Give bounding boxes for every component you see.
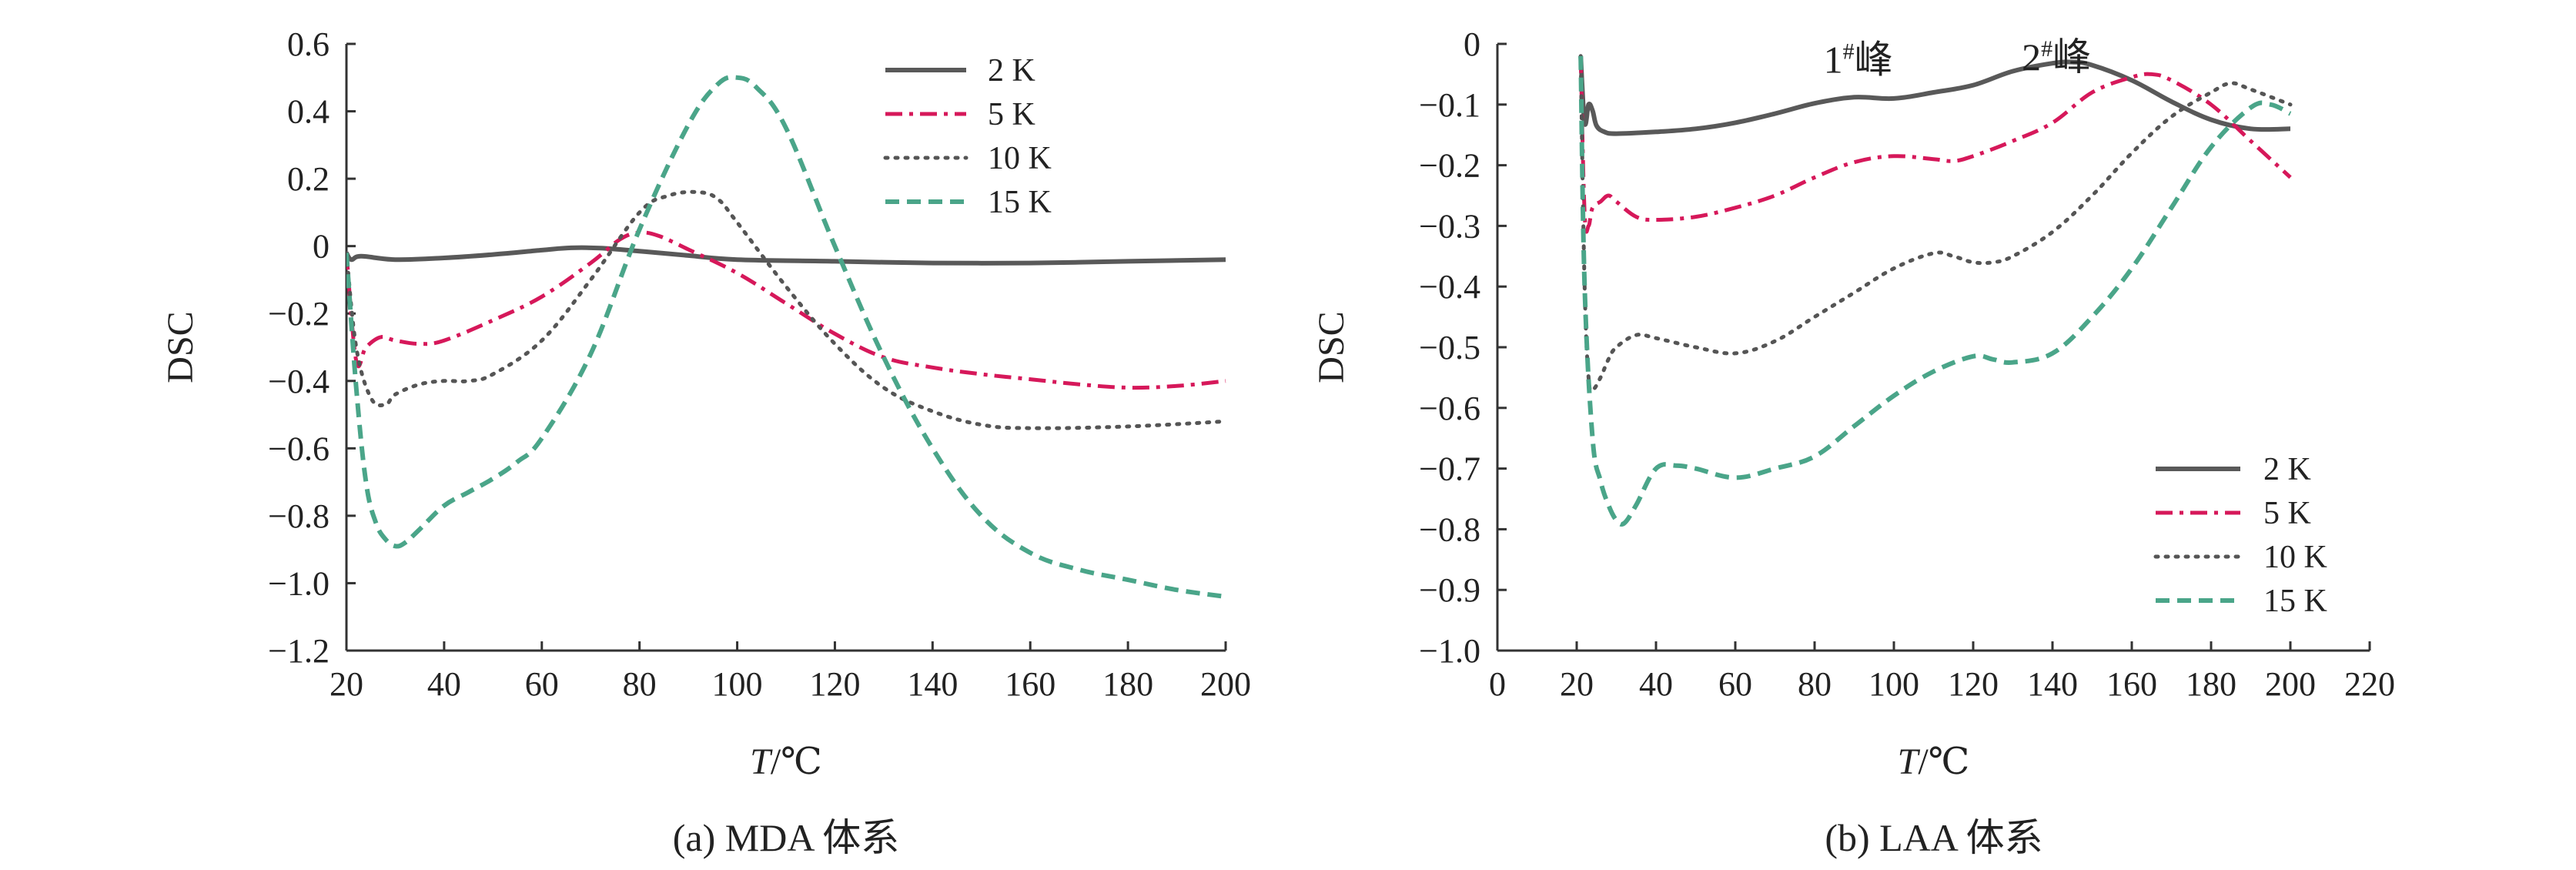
y-tick-label: −1.0 [1419, 632, 1480, 670]
y-tick-label: −0.4 [268, 363, 330, 400]
x-tick-label: 60 [525, 665, 559, 703]
legend-label: 2 K [988, 53, 1035, 89]
peak-annotation: 2#峰 [2022, 35, 2091, 79]
y-tick-label: −0.6 [1419, 390, 1480, 427]
y-tick-label: −0.5 [1419, 329, 1480, 366]
y-tick-label: 0.4 [287, 93, 330, 131]
y-tick-label: −1.0 [268, 564, 330, 602]
series-line-15k [1578, 55, 2292, 527]
y-tick-label: −0.3 [1419, 207, 1480, 245]
x-tick-label: 220 [2344, 665, 2395, 703]
y-tick-label: 0 [1464, 25, 1480, 63]
peak-annotation: 1#峰 [1824, 38, 1893, 82]
x-tick-label: 20 [330, 665, 363, 703]
x-tick-label: 180 [1102, 665, 1153, 703]
legend-label: 10 K [2263, 540, 2327, 575]
y-tick-label: −0.2 [1419, 147, 1480, 185]
x-tick-label: 200 [1200, 665, 1251, 703]
y-tick-label: −0.4 [1419, 268, 1480, 306]
series-group [1578, 54, 2293, 527]
y-tick-label: −0.2 [268, 295, 330, 333]
x-tick-label: 20 [1560, 665, 1594, 703]
series-group [346, 75, 1228, 599]
y-tick-label: 0 [313, 228, 330, 266]
legend-label: 5 K [988, 97, 1035, 132]
x-tick-label: 180 [2186, 665, 2236, 703]
series-line-10k [346, 189, 1228, 430]
x-tick-label: 80 [1798, 665, 1832, 703]
x-tick-label: 40 [1639, 665, 1673, 703]
x-axis-title: T/℃ [1898, 741, 1970, 782]
y-axis-title: DSC [1311, 311, 1352, 383]
legend-label: 15 K [988, 185, 1052, 220]
x-axis-title: T/℃ [750, 741, 822, 782]
panel-caption: (b) LAA 体系 [1825, 816, 2042, 859]
y-tick-label: −1.2 [268, 632, 330, 670]
x-tick-label: 200 [2265, 665, 2316, 703]
series-line-5k [346, 230, 1226, 390]
y-tick-label: 0.6 [287, 25, 330, 63]
x-tick-label: 100 [1868, 665, 1919, 703]
x-tick-label: 60 [1718, 665, 1752, 703]
x-tick-label: 100 [712, 665, 763, 703]
x-tick-label: 120 [1948, 665, 1999, 703]
series-line-15k [346, 75, 1226, 599]
series-line-5k [1578, 55, 2292, 234]
x-tick-label: 160 [1005, 665, 1055, 703]
y-tick-label: −0.8 [1419, 510, 1480, 548]
x-tick-label: 160 [2106, 665, 2157, 703]
x-tick-label: 40 [427, 665, 461, 703]
legend-label: 2 K [2263, 452, 2311, 487]
y-tick-label: −0.7 [1419, 450, 1480, 488]
legend-label: 15 K [2263, 584, 2327, 619]
y-tick-label: 0.2 [287, 160, 330, 198]
y-tick-label: −0.9 [1419, 571, 1480, 609]
legend-label: 10 K [988, 141, 1052, 176]
x-tick-label: 140 [2027, 665, 2078, 703]
y-tick-label: −0.1 [1419, 86, 1480, 124]
series-line-10k [1578, 54, 2293, 393]
panel-caption: (a) MDA 体系 [673, 816, 899, 859]
x-tick-label: 140 [907, 665, 958, 703]
y-axis-title: DSC [160, 311, 201, 383]
y-tick-label: −0.8 [268, 497, 330, 535]
x-tick-label: 80 [623, 665, 657, 703]
series-line-2k [346, 245, 1226, 266]
x-tick-label: 0 [1489, 665, 1506, 703]
y-tick-label: −0.6 [268, 430, 330, 467]
panel-b-laa: 0 20 40 60 80 100 120 140 160 180 200 220 0 −0.1 −0.2 −… [1311, 25, 2395, 859]
x-tick-label: 120 [809, 665, 860, 703]
legend-label: 5 K [2263, 496, 2311, 531]
series-line-2k [1578, 55, 2291, 136]
legend: 2 K 5 K 10 K 15 K [2153, 452, 2327, 619]
legend: 2 K 5 K 10 K 15 K [883, 53, 1052, 220]
panel-a-mda: 20 40 60 80 100 120 140 160 180 200 0.6 0.4 0.2 0 −0.2… [160, 25, 1251, 859]
